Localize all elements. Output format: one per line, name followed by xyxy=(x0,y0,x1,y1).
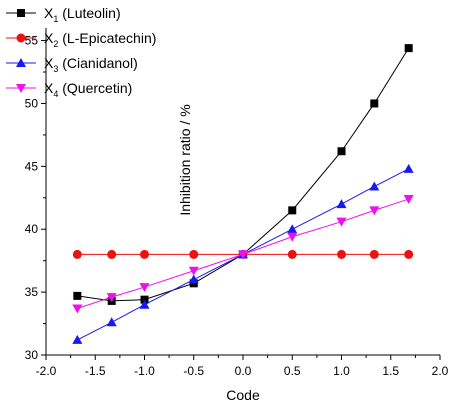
legend: X1 (Luteolin)X2 (L-Epicatechin)X3 (Ciani… xyxy=(6,5,156,99)
x-axis-title: Code xyxy=(226,387,260,403)
data-point xyxy=(17,9,25,17)
x-tick-label: -1.5 xyxy=(85,364,106,378)
data-point xyxy=(403,163,414,173)
data-point xyxy=(404,249,414,259)
series-layer xyxy=(72,44,414,344)
x-tick-label: 0.5 xyxy=(284,364,301,378)
data-point xyxy=(189,249,199,259)
x-tick-label: -2.0 xyxy=(36,364,57,378)
y-tick-label: 55 xyxy=(25,34,39,48)
data-point xyxy=(403,195,414,205)
data-point xyxy=(369,249,379,259)
data-point xyxy=(188,274,199,284)
data-point xyxy=(287,224,298,234)
data-point xyxy=(16,33,26,43)
legend-label: X3 (Cianidanol) xyxy=(44,55,138,74)
y-tick-label: 45 xyxy=(25,159,39,173)
legend-label-subscript: 3 xyxy=(53,64,58,74)
data-point xyxy=(336,217,347,227)
y-axis-title: Inhibition ratio / % xyxy=(177,104,193,215)
data-point xyxy=(139,299,150,309)
x-tick-label: 1.5 xyxy=(382,364,399,378)
y-tick-label: 30 xyxy=(25,348,39,362)
legend-entry: X4 (Quercetin) xyxy=(6,80,132,99)
data-point xyxy=(140,295,149,304)
legend-label: X4 (Quercetin) xyxy=(44,80,132,99)
legend-label-rest: (Cianidanol) xyxy=(58,55,137,71)
legend-label-subscript: 1 xyxy=(53,14,58,24)
legend-label-rest: (L-Epicatechin) xyxy=(58,30,156,46)
legend-label: X1 (Luteolin) xyxy=(44,5,121,24)
data-point xyxy=(16,84,26,93)
axes: -2.0 -1.5 -1.0 -0.5 0.0 0.5 1.0 1.5 2.0303540455… xyxy=(25,28,449,378)
data-point xyxy=(369,206,380,216)
data-point xyxy=(404,44,413,53)
legend-label-main: X xyxy=(44,5,54,21)
data-point xyxy=(337,147,346,156)
legend-label-subscript: 2 xyxy=(53,39,58,49)
data-point xyxy=(16,58,26,67)
x-tick-label: -1.0 xyxy=(134,364,155,378)
data-point xyxy=(188,266,199,276)
y-tick-label: 40 xyxy=(25,222,39,236)
legend-entry: X1 (Luteolin) xyxy=(6,5,121,24)
legend-label-subscript: 4 xyxy=(53,89,58,99)
data-point xyxy=(72,304,83,314)
data-point xyxy=(107,249,117,259)
series xyxy=(72,195,414,314)
data-point xyxy=(140,249,149,259)
data-point xyxy=(73,291,82,300)
data-point xyxy=(288,206,297,215)
legend-label-main: X xyxy=(44,80,54,96)
data-point xyxy=(72,249,82,259)
legend-entry: X3 (Cianidanol) xyxy=(6,55,138,74)
x-tick-label: 0.0 xyxy=(235,364,252,378)
data-point xyxy=(106,293,117,303)
data-point xyxy=(106,317,117,327)
data-point xyxy=(369,181,380,191)
data-point xyxy=(139,283,150,293)
data-point xyxy=(337,249,346,259)
data-point xyxy=(238,250,248,260)
x-tick-label: 1.0 xyxy=(333,364,350,378)
data-point xyxy=(287,232,298,242)
y-tick-label: 35 xyxy=(25,285,39,299)
legend-label-main: X xyxy=(44,30,54,46)
legend-label-rest: (Luteolin) xyxy=(58,5,120,21)
data-point xyxy=(287,249,297,259)
x-tick-label: -0.5 xyxy=(183,364,204,378)
legend-label: X2 (L-Epicatechin) xyxy=(44,30,156,49)
legend-entry: X2 (L-Epicatechin) xyxy=(6,30,156,49)
y-tick-label: 50 xyxy=(25,96,39,110)
legend-label-rest: (Quercetin) xyxy=(58,80,132,96)
data-point xyxy=(336,199,347,209)
data-point xyxy=(72,334,83,344)
data-point xyxy=(370,99,379,108)
legend-label-main: X xyxy=(44,55,54,71)
x-tick-label: 2.0 xyxy=(432,364,449,378)
